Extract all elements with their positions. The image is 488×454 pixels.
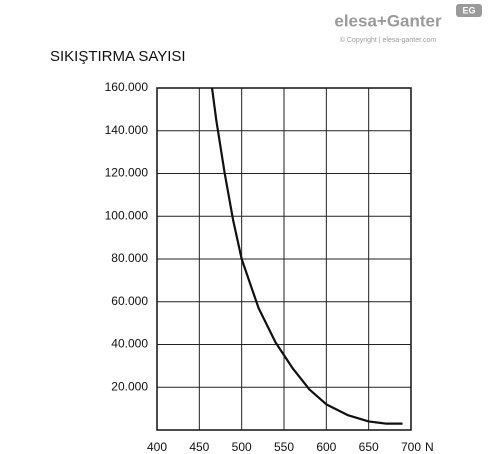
x-tick-label: 600 [316,440,336,454]
x-tick-label: 400 [147,440,167,454]
x-tick-label: 550 [274,440,294,454]
copyright: © Copyright | elesa-ganter.com [340,36,437,44]
data-line [210,87,403,425]
plot-frame [156,87,412,431]
logo-badge: EG [462,5,475,15]
y-tick-label: 40.000 [111,337,148,351]
logo-badge-box [456,4,482,17]
x-tick-label: 450 [189,440,209,454]
y-tick-label: 160.000 [105,80,149,94]
y-tick-label: 120.000 [105,166,149,180]
y-tick-label: 20.000 [111,379,148,393]
y-tick-label: 100.000 [105,208,149,222]
y-tick-label: 140.000 [105,123,149,137]
x-axis-label: N [425,440,434,454]
x-tick-label: 500 [232,440,252,454]
chart-title: SIKIŞTIRMA SAYISI [50,48,186,65]
x-tick-label: 700 [401,440,421,454]
x-tick-label: 650 [359,440,379,454]
logo-brand: elesa+Ganter [334,11,442,30]
y-tick-label: 60.000 [111,294,148,308]
y-tick-label: 80.000 [111,251,148,265]
